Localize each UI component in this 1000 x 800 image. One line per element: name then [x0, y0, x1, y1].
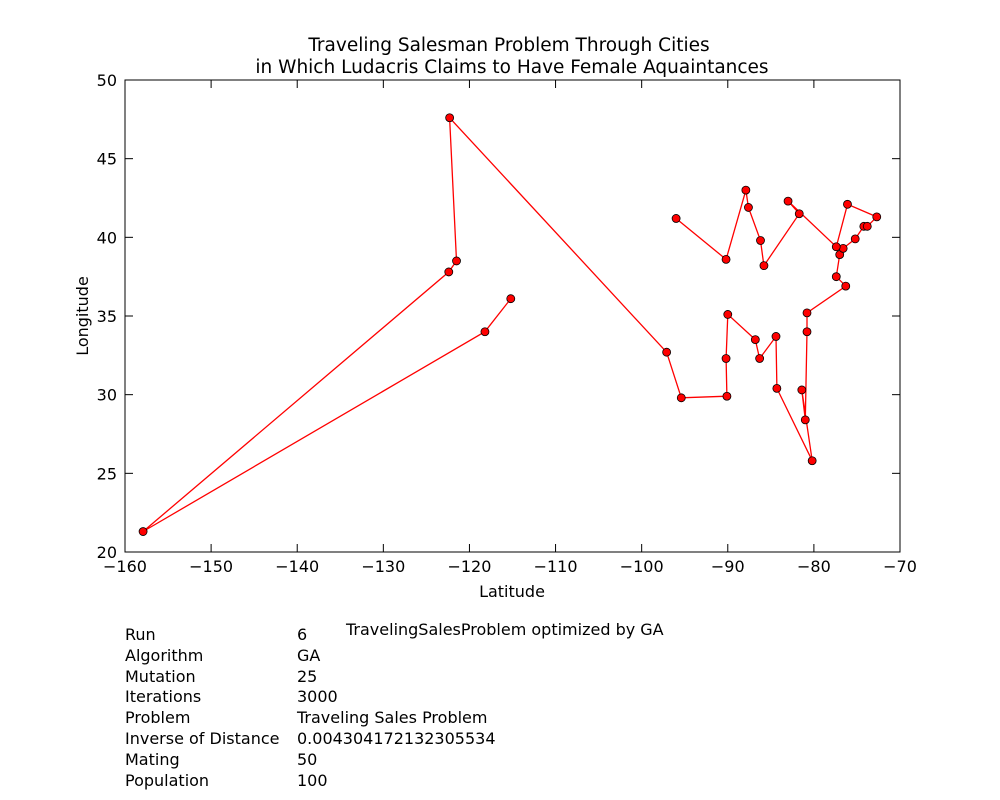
x-tick-label: −70 [883, 557, 917, 576]
city-point [807, 456, 817, 466]
info-value: GA [297, 645, 321, 665]
city-point [802, 308, 812, 318]
info-key: Run [125, 625, 156, 644]
info-value: 25 [297, 666, 318, 686]
info-key: Population [125, 770, 210, 790]
city-point [445, 113, 455, 123]
city-point [797, 385, 807, 395]
city-point [662, 347, 672, 357]
info-key: Problem [125, 708, 191, 728]
info-key: Algorithm [125, 645, 204, 665]
info-value: Traveling Sales Problem [297, 708, 488, 728]
x-tick-label: −100 [620, 557, 664, 576]
city-point [862, 221, 872, 231]
info-value: 50 [297, 749, 318, 769]
city-point [750, 335, 760, 345]
y-tick-label: 50 [97, 71, 117, 90]
x-tick-label: −80 [797, 557, 831, 576]
info-key: Inverse of Distance [125, 728, 280, 748]
city-point [723, 310, 733, 319]
city-point [444, 267, 454, 277]
chart-title-line-2: in Which Ludacris Claims to Have Female … [255, 57, 768, 78]
info-value: 100 [297, 770, 328, 790]
y-tick-label: 20 [97, 543, 117, 562]
city-point [800, 415, 810, 425]
plot-frame [124, 79, 901, 553]
info-value: 3000 [297, 687, 338, 707]
city-point [480, 327, 490, 337]
city-point [802, 327, 812, 337]
x-tick-label: −150 [189, 557, 233, 576]
city-point [671, 214, 681, 223]
x-tick-label: −130 [361, 557, 405, 576]
city-point [841, 281, 851, 291]
city-point [741, 185, 751, 195]
x-tick-label: −160 [103, 557, 147, 576]
city-point [721, 254, 731, 264]
info-key: Mutation [125, 666, 196, 686]
city-point [759, 261, 769, 271]
info-value: 0.004304172132305534 [297, 728, 496, 748]
info-key: Iterations [125, 687, 202, 707]
city-point [850, 234, 860, 244]
city-point [722, 391, 732, 401]
city-point [506, 294, 516, 304]
city-point [831, 272, 841, 282]
info-key: Mating [125, 749, 180, 769]
city-point [831, 242, 841, 252]
city-point [452, 256, 461, 266]
y-tick-label: 25 [97, 464, 117, 483]
city-point [138, 527, 148, 536]
city-point [744, 203, 753, 212]
city-point [756, 236, 765, 245]
x-tick-label: −90 [711, 557, 745, 576]
x-tick-label: −110 [534, 557, 578, 576]
y-axis-label: Longitude [73, 276, 92, 356]
city-point [772, 383, 782, 393]
city-point [676, 393, 686, 403]
y-tick-label: 35 [97, 307, 117, 326]
city-point [755, 354, 765, 363]
y-tick-label: 30 [97, 386, 117, 405]
chart-title-line-1: Traveling Salesman Problem Through Citie… [307, 35, 709, 56]
city-point [721, 354, 731, 363]
x-tick-label: −120 [447, 557, 491, 576]
city-point [783, 196, 793, 206]
city-point [794, 209, 804, 219]
chart-caption: TravelingSalesProblem optimized by GA [346, 620, 664, 639]
info-value: 6 [297, 625, 308, 644]
x-tick-label: −140 [275, 557, 319, 576]
city-point [843, 199, 852, 209]
y-tick-label: 45 [97, 150, 117, 169]
x-axis-label: Latitude [479, 582, 545, 601]
city-point [872, 212, 882, 222]
city-point [771, 332, 781, 341]
route-line [142, 116, 878, 533]
y-tick-label: 40 [97, 228, 117, 247]
